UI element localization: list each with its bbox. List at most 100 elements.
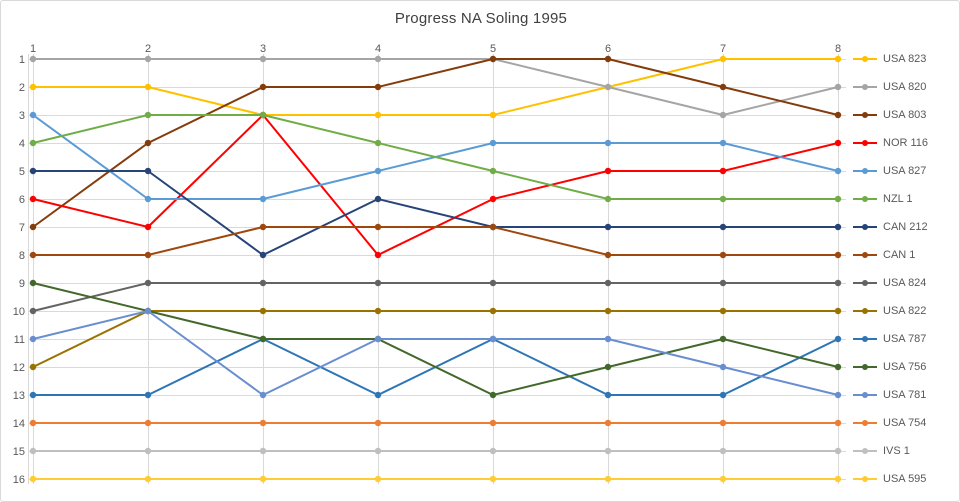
data-point-IVS-1-race5[interactable] (489, 447, 497, 455)
data-point-USA-820-race4[interactable] (374, 55, 382, 63)
series-line-USA-823[interactable] (32, 58, 839, 116)
data-point-NOR-116-race8[interactable] (834, 139, 842, 147)
data-point-USA-754-race7[interactable] (719, 419, 727, 427)
data-point-USA-754-race1[interactable] (29, 419, 37, 427)
data-point-USA-803-race4[interactable] (374, 83, 382, 91)
data-point-USA-827-race2[interactable] (144, 195, 152, 203)
data-point-USA-827-race1[interactable] (29, 111, 37, 119)
data-point-CAN-1-race4[interactable] (374, 223, 382, 231)
legend-item-USA-822[interactable]: USA 822 (853, 297, 926, 325)
data-point-NZL-1-race5[interactable] (489, 167, 497, 175)
data-point-USA-787-race4[interactable] (374, 391, 382, 399)
data-point-USA-820-race8[interactable] (834, 83, 842, 91)
legend-item-USA-827[interactable]: USA 827 (853, 157, 926, 185)
data-point-USA-820-race2[interactable] (144, 55, 152, 63)
data-point-NOR-116-race7[interactable] (719, 167, 727, 175)
series-line-USA-803[interactable] (32, 58, 839, 228)
legend-item-CAN-212[interactable]: CAN 212 (853, 213, 928, 241)
data-point-IVS-1-race2[interactable] (144, 447, 152, 455)
data-point-USA-823-race7[interactable] (719, 55, 727, 63)
data-point-USA-756-race6[interactable] (604, 363, 612, 371)
series-line-CAN-1[interactable] (32, 226, 839, 256)
data-point-USA-754-race8[interactable] (834, 419, 842, 427)
data-point-USA-756-race7[interactable] (719, 335, 727, 343)
data-point-USA-595-race6[interactable] (604, 475, 612, 483)
data-point-NZL-1-race3[interactable] (259, 111, 267, 119)
data-point-NZL-1-race2[interactable] (144, 111, 152, 119)
data-point-IVS-1-race7[interactable] (719, 447, 727, 455)
data-point-USA-822-race6[interactable] (604, 307, 612, 315)
data-point-USA-824-race3[interactable] (259, 279, 267, 287)
data-point-USA-824-race4[interactable] (374, 279, 382, 287)
data-point-USA-820-race3[interactable] (259, 55, 267, 63)
data-point-USA-787-race8[interactable] (834, 335, 842, 343)
data-point-USA-595-race3[interactable] (259, 475, 267, 483)
data-point-NZL-1-race4[interactable] (374, 139, 382, 147)
data-point-CAN-1-race2[interactable] (144, 251, 152, 259)
data-point-USA-823-race5[interactable] (489, 111, 497, 119)
data-point-USA-824-race6[interactable] (604, 279, 612, 287)
data-point-USA-803-race1[interactable] (29, 223, 37, 231)
data-point-USA-803-race6[interactable] (604, 55, 612, 63)
legend-item-USA-754[interactable]: USA 754 (853, 409, 926, 437)
data-point-USA-754-race4[interactable] (374, 419, 382, 427)
data-point-CAN-1-race3[interactable] (259, 223, 267, 231)
data-point-USA-803-race3[interactable] (259, 83, 267, 91)
data-point-USA-822-race1[interactable] (29, 363, 37, 371)
data-point-USA-822-race3[interactable] (259, 307, 267, 315)
legend-item-USA-756[interactable]: USA 756 (853, 353, 926, 381)
data-point-USA-754-race6[interactable] (604, 419, 612, 427)
data-point-USA-820-race1[interactable] (29, 55, 37, 63)
data-point-IVS-1-race8[interactable] (834, 447, 842, 455)
series-line-USA-756[interactable] (32, 282, 839, 396)
series-line-USA-822[interactable] (32, 310, 839, 368)
data-point-USA-827-race3[interactable] (259, 195, 267, 203)
data-point-USA-827-race4[interactable] (374, 167, 382, 175)
data-point-USA-781-race4[interactable] (374, 335, 382, 343)
series-line-USA-824[interactable] (32, 282, 839, 312)
data-point-USA-754-race3[interactable] (259, 419, 267, 427)
data-point-USA-803-race8[interactable] (834, 111, 842, 119)
data-point-USA-822-race8[interactable] (834, 307, 842, 315)
data-point-NZL-1-race8[interactable] (834, 195, 842, 203)
data-point-USA-754-race2[interactable] (144, 419, 152, 427)
data-point-USA-827-race8[interactable] (834, 167, 842, 175)
data-point-USA-756-race3[interactable] (259, 335, 267, 343)
data-point-USA-803-race5[interactable] (489, 55, 497, 63)
data-point-USA-787-race7[interactable] (719, 391, 727, 399)
data-point-NZL-1-race1[interactable] (29, 139, 37, 147)
legend-item-IVS-1[interactable]: IVS 1 (853, 437, 910, 465)
legend-item-USA-595[interactable]: USA 595 (853, 465, 926, 493)
data-point-USA-595-race2[interactable] (144, 475, 152, 483)
data-point-CAN-1-race6[interactable] (604, 251, 612, 259)
data-point-USA-820-race7[interactable] (719, 111, 727, 119)
data-point-USA-754-race5[interactable] (489, 419, 497, 427)
legend-item-USA-787[interactable]: USA 787 (853, 325, 926, 353)
data-point-USA-781-race2[interactable] (144, 307, 152, 315)
data-point-NOR-116-race4[interactable] (374, 251, 382, 259)
data-point-IVS-1-race6[interactable] (604, 447, 612, 455)
data-point-CAN-212-race8[interactable] (834, 223, 842, 231)
data-point-USA-756-race8[interactable] (834, 363, 842, 371)
data-point-CAN-1-race7[interactable] (719, 251, 727, 259)
data-point-USA-595-race1[interactable] (29, 475, 37, 483)
data-point-CAN-212-race6[interactable] (604, 223, 612, 231)
data-point-USA-595-race8[interactable] (834, 475, 842, 483)
data-point-USA-827-race5[interactable] (489, 139, 497, 147)
data-point-IVS-1-race1[interactable] (29, 447, 37, 455)
data-point-CAN-212-race7[interactable] (719, 223, 727, 231)
data-point-USA-824-race2[interactable] (144, 279, 152, 287)
series-line-USA-781[interactable] (32, 310, 839, 396)
data-point-USA-824-race1[interactable] (29, 307, 37, 315)
data-point-USA-595-race7[interactable] (719, 475, 727, 483)
data-point-USA-822-race7[interactable] (719, 307, 727, 315)
data-point-USA-823-race2[interactable] (144, 83, 152, 91)
data-point-USA-781-race6[interactable] (604, 335, 612, 343)
data-point-CAN-212-race3[interactable] (259, 251, 267, 259)
data-point-CAN-212-race1[interactable] (29, 167, 37, 175)
data-point-NOR-116-race1[interactable] (29, 195, 37, 203)
data-point-USA-824-race7[interactable] (719, 279, 727, 287)
data-point-NZL-1-race7[interactable] (719, 195, 727, 203)
data-point-NOR-116-race5[interactable] (489, 195, 497, 203)
legend-item-USA-823[interactable]: USA 823 (853, 45, 926, 73)
